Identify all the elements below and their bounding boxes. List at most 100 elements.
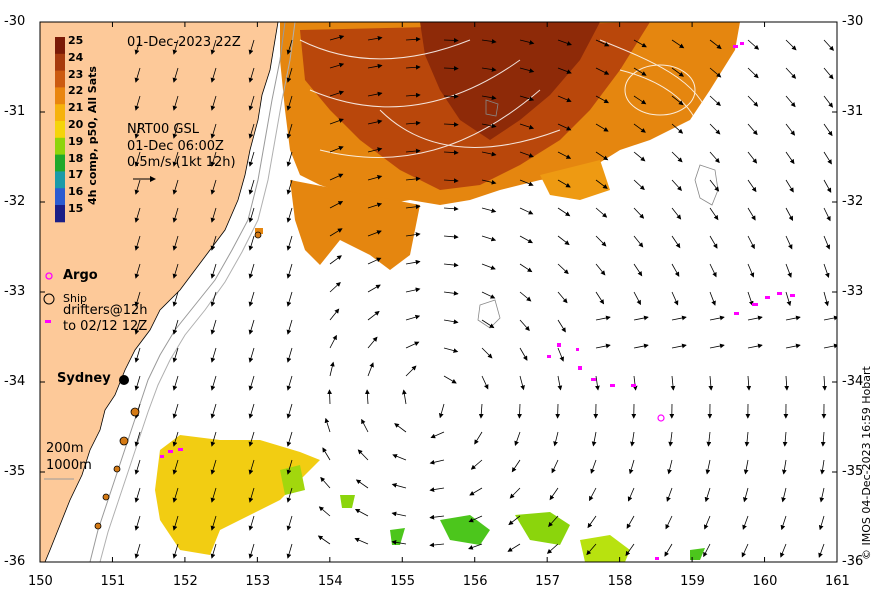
- current-arrow: [470, 459, 483, 470]
- current-arrow: [633, 179, 645, 191]
- current-arrow: [823, 235, 831, 250]
- current-arrow: [248, 39, 255, 55]
- current-arrow: [595, 67, 610, 75]
- colorbar-segment: [55, 137, 65, 156]
- colorbar-tick-label: 17: [68, 168, 84, 182]
- current-arrow: [248, 291, 255, 307]
- current-arrow: [785, 263, 792, 278]
- x-tick-label: 157: [535, 574, 560, 589]
- colorbar-segment: [55, 104, 65, 122]
- current-arrow: [781, 459, 787, 475]
- current-arrow: [286, 67, 293, 83]
- current-arrow: [248, 487, 255, 503]
- current-arrow: [329, 334, 337, 349]
- current-arrow: [628, 459, 635, 475]
- current-arrow: [210, 207, 217, 223]
- current-arrow: [134, 263, 141, 279]
- current-arrow: [823, 67, 834, 80]
- current-arrow: [823, 95, 834, 108]
- drifter-legend-label-line2: to 02/12 12Z: [63, 319, 148, 334]
- sst-green-fragment: [580, 535, 630, 562]
- colorbar-tick-label: 25: [68, 34, 84, 47]
- current-arrow: [818, 515, 825, 531]
- current-arrow: [671, 179, 682, 191]
- x-tick-label: 154: [317, 574, 343, 589]
- current-arrow: [405, 341, 420, 349]
- current-arrow: [671, 263, 680, 277]
- colorbar-tick-label: 16: [68, 185, 84, 199]
- current-arrow: [210, 95, 217, 111]
- current-arrow: [819, 487, 825, 503]
- current-arrow: [394, 423, 407, 433]
- current-arrow: [367, 147, 383, 153]
- current-arrow: [286, 347, 293, 363]
- date-label: 01-Dec-2023 22Z: [127, 35, 241, 50]
- current-arrow: [741, 543, 749, 558]
- current-arrow: [557, 263, 569, 275]
- current-arrow: [709, 291, 716, 306]
- current-arrow: [134, 123, 141, 139]
- y-tick-label: -31: [4, 104, 26, 119]
- current-arrow: [248, 347, 255, 363]
- sea-level-contours: [299, 39, 711, 158]
- current-arrow: [329, 146, 344, 153]
- current-arrow: [595, 151, 609, 161]
- current-arrow: [709, 207, 719, 221]
- current-arrow: [320, 476, 331, 489]
- current-arrow: [747, 315, 763, 321]
- current-arrow: [248, 403, 255, 419]
- current-arrow: [248, 151, 255, 167]
- current-arrow: [785, 315, 801, 321]
- current-arrow: [210, 347, 217, 363]
- current-arrow: [481, 207, 497, 213]
- current-arrow: [591, 431, 597, 447]
- current-arrow: [134, 347, 141, 363]
- current-arrow: [286, 459, 293, 475]
- current-arrow: [367, 119, 383, 125]
- current-arrow: [172, 291, 179, 307]
- current-arrow: [210, 431, 217, 447]
- current-arrow: [747, 67, 759, 79]
- current-arrow: [780, 515, 787, 531]
- current-arrow: [595, 315, 611, 321]
- current-arrow: [595, 291, 605, 305]
- current-arrow: [405, 176, 421, 182]
- current-arrow: [210, 459, 217, 475]
- current-arrow: [627, 487, 635, 502]
- current-arrow: [785, 207, 794, 222]
- current-arrow: [633, 343, 649, 349]
- current-arrow: [519, 67, 535, 73]
- drifter-tracks: [160, 42, 795, 560]
- colorbar-tick-label: 15: [68, 202, 84, 215]
- current-arrow: [134, 431, 141, 447]
- current-arrow: [625, 543, 635, 557]
- current-arrow: [519, 95, 535, 102]
- current-arrow: [443, 375, 457, 384]
- current-arrow: [405, 232, 421, 237]
- current-arrow: [481, 151, 497, 157]
- current-arrow: [509, 487, 521, 499]
- current-arrow: [443, 122, 459, 127]
- sst-warm-fragment: [290, 180, 420, 270]
- current-arrow: [478, 403, 484, 419]
- x-tick-label: 155: [390, 574, 416, 589]
- current-arrow: [134, 207, 141, 223]
- current-arrow: [671, 343, 687, 349]
- current-arrow: [666, 487, 673, 502]
- current-arrow: [443, 234, 459, 240]
- axis-ticks: [39, 21, 838, 563]
- y-tick-label: -34: [842, 374, 864, 389]
- current-arrow: [405, 204, 421, 210]
- current-arrow: [481, 319, 495, 329]
- x-tick-label: 160: [752, 574, 778, 589]
- argo-float-marker: [657, 414, 665, 422]
- current-arrow: [443, 37, 459, 43]
- current-arrow: [703, 515, 711, 530]
- colorbar-segment: [55, 171, 65, 189]
- current-arrow: [590, 459, 597, 474]
- current-arrow: [633, 95, 647, 105]
- current-arrow: [134, 319, 141, 335]
- current-arrow: [248, 459, 255, 475]
- current-arrow: [248, 263, 255, 279]
- current-arrow: [286, 39, 293, 55]
